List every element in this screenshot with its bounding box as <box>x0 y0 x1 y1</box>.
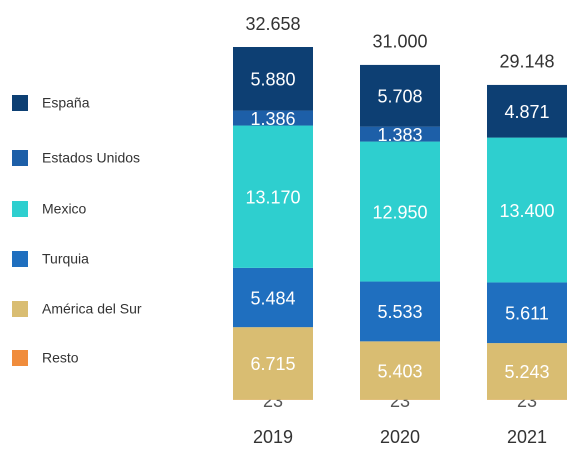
total-label: 32.658 <box>245 14 300 34</box>
x-tick-label: 2020 <box>380 427 420 447</box>
total-label: 31.000 <box>372 32 427 52</box>
value-label: 5.880 <box>250 70 295 90</box>
legend-swatch <box>12 95 28 111</box>
bar-segment <box>487 282 567 344</box>
bar-segment <box>233 267 313 328</box>
bar-segment <box>360 141 440 282</box>
legend-label: América del Sur <box>42 301 142 317</box>
value-label: 4.871 <box>504 102 549 122</box>
bar-segment <box>360 126 440 142</box>
bar-segment <box>233 47 313 111</box>
value-label: 5.708 <box>377 87 422 107</box>
bar-segment <box>360 64 440 127</box>
value-label: 5.484 <box>250 288 295 308</box>
value-label: 5.611 <box>505 304 549 324</box>
value-label: 5.533 <box>377 302 422 322</box>
value-label: 1.386 <box>250 109 295 129</box>
legend-swatch <box>12 301 28 317</box>
value-label: 5.403 <box>377 361 422 381</box>
legend-label: Resto <box>42 350 79 366</box>
legend-label: España <box>42 95 90 111</box>
bar-segment <box>233 327 313 400</box>
x-tick-label: 2019 <box>253 427 293 447</box>
x-tick-label: 2021 <box>507 427 547 447</box>
bar-segment <box>360 341 440 400</box>
legend-swatch <box>12 251 28 267</box>
bar-segment <box>233 110 313 126</box>
bar-segment <box>487 84 567 138</box>
value-label: 13.170 <box>245 187 300 207</box>
legend-label: Turquia <box>42 251 89 267</box>
value-label: 12.950 <box>372 202 427 222</box>
value-label: 6.715 <box>250 354 295 374</box>
bar-segment <box>487 343 567 400</box>
legend-swatch <box>12 201 28 217</box>
value-label: 13.400 <box>499 201 554 221</box>
bar-segment <box>487 137 567 283</box>
value-label: 1.383 <box>377 125 422 145</box>
legend-label: Estados Unidos <box>42 150 140 166</box>
legend-swatch <box>12 150 28 166</box>
bar-segment <box>360 281 440 342</box>
legend-swatch <box>12 350 28 366</box>
value-label: 5.243 <box>504 362 549 382</box>
legend-label: Mexico <box>42 201 87 217</box>
bar-segment <box>233 125 313 268</box>
total-label: 29.148 <box>499 52 554 72</box>
